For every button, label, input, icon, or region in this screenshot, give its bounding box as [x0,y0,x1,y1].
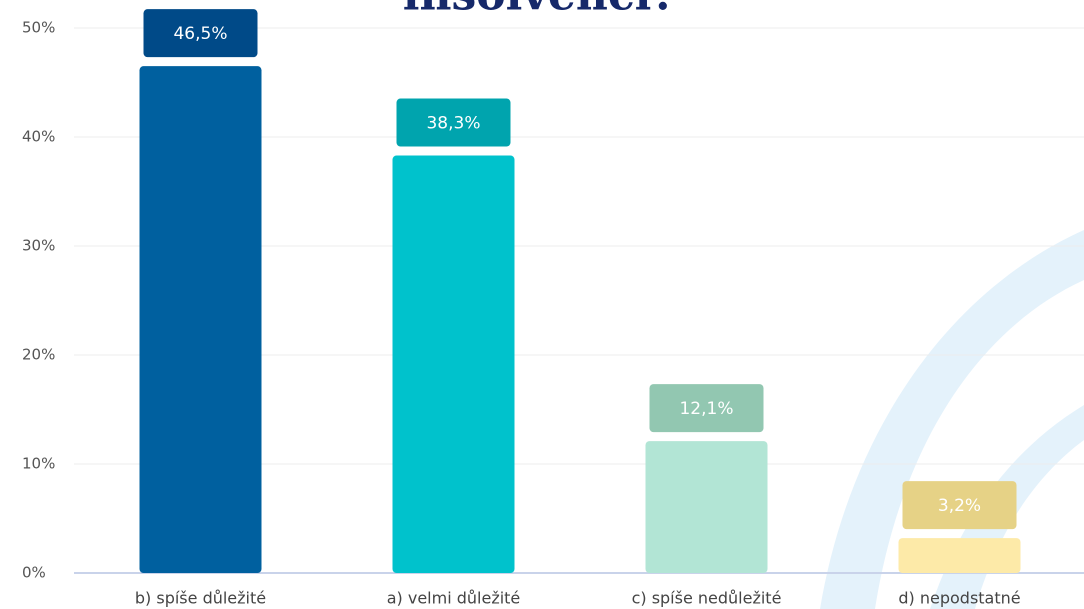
value-label: 12,1% [679,399,733,419]
y-tick-label: 30% [22,237,55,255]
bar [139,66,262,574]
decor-arc [820,230,1084,609]
value-label: 3,2% [938,496,981,516]
bar [392,155,515,573]
bar [645,441,768,573]
value-label: 46,5% [173,24,227,44]
chart-title: insolvenci? [403,0,677,21]
x-tick-label: c) spíše nedůležité [632,589,782,608]
y-tick-label: 10% [22,455,55,473]
y-tick-label: 20% [22,346,55,364]
x-tick-label: b) spíše důležité [135,589,266,608]
bar [898,538,1021,573]
value-label-box [396,98,511,147]
x-tick-label: d) nepodstatné [898,589,1020,608]
y-tick-label: 50% [22,19,55,37]
value-label-box [649,384,764,433]
value-label-box [902,481,1017,530]
value-label: 38,3% [426,114,480,134]
y-tick-label: 40% [22,128,55,146]
x-tick-label: a) velmi důležité [387,589,521,608]
value-label-box [143,9,258,58]
y-tick-label: 0% [22,564,46,582]
